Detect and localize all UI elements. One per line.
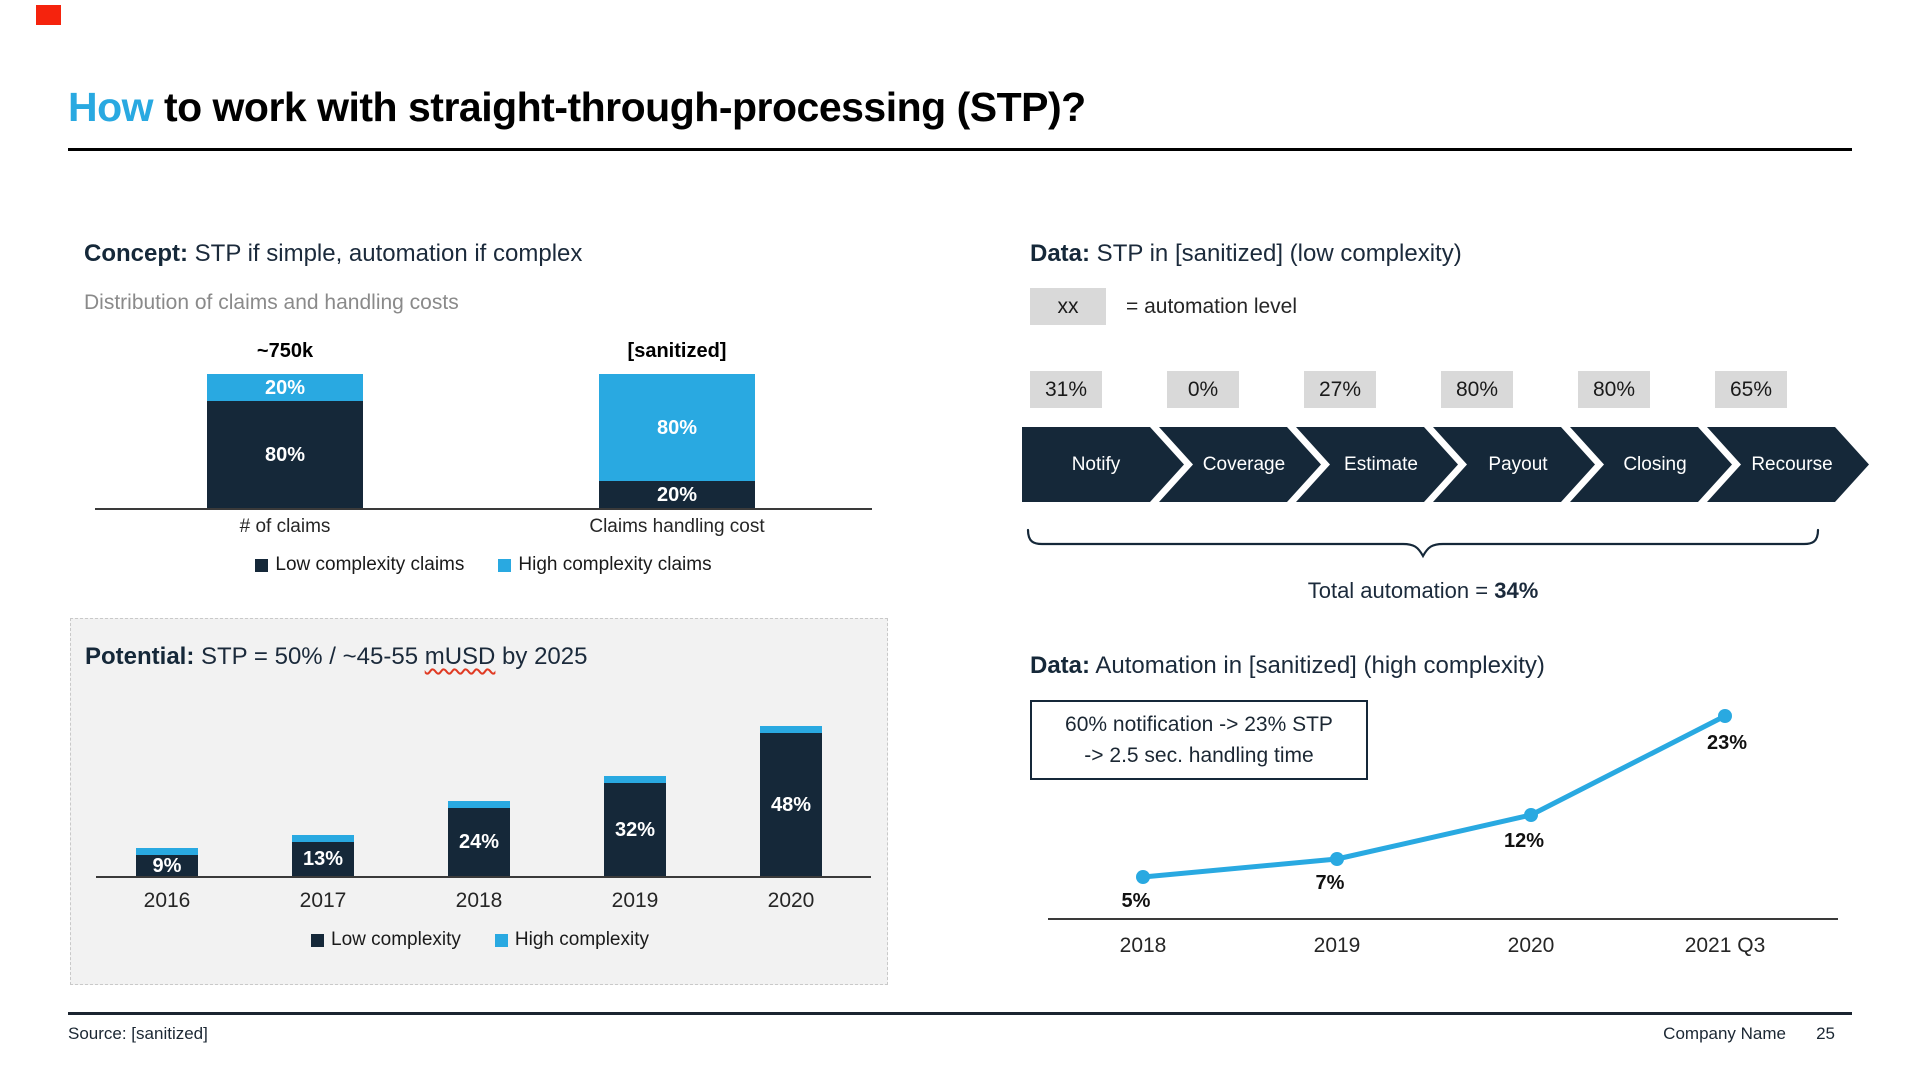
low-complexity-bar: 48% <box>760 733 822 876</box>
legend-item: High complexity <box>494 929 649 951</box>
trend-x-label: 2020 <box>1507 934 1555 957</box>
trend-point-label: 5% <box>1121 890 1151 912</box>
stacked-bar-segment: 80% <box>599 374 755 481</box>
potential-heading-text-end: by 2025 <box>495 643 588 670</box>
trend-point <box>1330 852 1344 866</box>
trend-x-label: 2021 Q3 <box>1684 934 1766 957</box>
claims-chart-legend: Low complexity claims High complexity cla… <box>95 554 872 576</box>
stacked-bar-segment: 80% <box>207 401 363 508</box>
low-complexity-bar: 13% <box>292 842 354 876</box>
page-title: How to work with straight-through-proces… <box>68 84 1086 131</box>
year-label: 2016 <box>143 889 191 912</box>
potential-heading-label: Potential: <box>85 643 195 670</box>
stacked-bar-segment: 20% <box>207 374 363 401</box>
footer-company: Company Name <box>1663 1024 1786 1043</box>
footer-page-number: 25 <box>1816 1024 1835 1043</box>
concept-heading-text: STP if simple, automation if complex <box>188 240 583 267</box>
automation-percent-box: 27% <box>1304 371 1376 408</box>
automation-level-key-text: = automation level <box>1126 295 1298 318</box>
trend-x-axis <box>1048 918 1838 920</box>
page-title-rest: to work with straight-through-processing… <box>153 84 1086 130</box>
automation-level-key-box: xx <box>1030 288 1106 325</box>
total-automation-value: 34% <box>1494 578 1539 603</box>
legend-label: High complexity <box>514 929 649 950</box>
legend-label: Low complexity claims <box>275 554 465 575</box>
legend-swatch <box>498 558 512 572</box>
potential-heading-text: STP = 50% / ~45-55 <box>194 643 425 670</box>
legend-swatch <box>311 933 324 947</box>
automation-percent-box: 80% <box>1441 371 1513 408</box>
high-complexity-cap <box>292 835 354 842</box>
low-complexity-bar: 32% <box>604 783 666 876</box>
footer-rule <box>68 1012 1852 1015</box>
callout-line-2: -> 2.5 sec. handling time <box>1084 744 1314 767</box>
automation-trend-chart <box>1136 709 1732 884</box>
stp-heading: Data: STP in [sanitized] (low complexity… <box>1030 240 1462 268</box>
category-label: Claims handling cost <box>589 516 765 537</box>
automation-callout-box: 60% notification -> 23% STP -> 2.5 sec. … <box>1030 700 1368 780</box>
legend-item: High complexity claims <box>498 554 712 576</box>
automation-heading-label: Data: <box>1030 652 1091 679</box>
concept-heading: Concept: STP if simple, automation if co… <box>84 240 582 268</box>
year-label: 2018 <box>455 889 503 912</box>
low-complexity-bar: 24% <box>448 808 510 876</box>
automation-heading-text: Automation in [sanitized] (high complexi… <box>1090 652 1545 679</box>
stp-process-flow: 31% Notify 0% Coverage 27% Estimate 80% Payout 8… <box>1022 371 1882 502</box>
year-label: 2020 <box>767 889 815 912</box>
total-automation: Total automation = 34% <box>1123 578 1723 604</box>
trend-point <box>1136 870 1150 884</box>
stp-potential-chart: 9% 2016 13% 2017 24% 2018 32% 2019 48% 2020 <box>71 619 889 986</box>
trend-x-label: 2019 <box>1313 934 1361 957</box>
total-automation-prefix: Total automation = <box>1307 578 1495 603</box>
brace-under-process <box>1026 528 1820 559</box>
bar-top-label: ~750k <box>256 340 314 362</box>
stp-heading-text: STP in [sanitized] (low complexity) <box>1090 240 1462 267</box>
trend-point <box>1524 808 1538 822</box>
trend-point-label: 23% <box>1706 732 1748 754</box>
potential-heading: Potential: STP = 50% / ~45-55 mUSD by 20… <box>85 643 587 671</box>
automation-percent-box: 31% <box>1030 371 1102 408</box>
process-step-notify: Notify <box>1022 427 1184 502</box>
page-title-highlight: How <box>68 84 154 130</box>
year-label: 2019 <box>611 889 659 912</box>
legend-label: Low complexity <box>331 929 461 950</box>
claims-chart-subtitle: Distribution of claims and handling cost… <box>84 291 459 314</box>
trend-point <box>1718 709 1732 723</box>
stacked-bar-segment: 20% <box>599 481 755 508</box>
low-complexity-bar: 9% <box>136 855 198 876</box>
concept-heading-label: Concept: <box>84 240 188 267</box>
potential-chart-legend: Low complexity High complexity <box>71 929 889 951</box>
legend-item: Low complexity <box>311 929 461 951</box>
legend-swatch <box>255 558 269 572</box>
stp-heading-label: Data: <box>1030 240 1091 267</box>
high-complexity-cap <box>760 726 822 733</box>
automation-percent-box: 0% <box>1167 371 1239 408</box>
claims-x-axis <box>95 508 872 510</box>
automation-percent-box: 80% <box>1578 371 1650 408</box>
automation-percent-box: 65% <box>1715 371 1787 408</box>
callout-line-1: 60% notification -> 23% STP <box>1065 712 1333 736</box>
footer-source: Source: [sanitized] <box>68 1024 208 1043</box>
category-label: # of claims <box>239 516 331 537</box>
trend-point-label: 12% <box>1503 830 1545 852</box>
title-rule <box>68 148 1852 151</box>
process-step-coverage: Coverage <box>1159 427 1321 502</box>
legend-label: High complexity claims <box>518 554 712 575</box>
recording-marker <box>36 5 61 25</box>
trend-point-label: 7% <box>1315 872 1345 894</box>
legend-item: Low complexity claims <box>255 554 464 576</box>
bar-top-label: [sanitized] <box>627 340 727 362</box>
high-complexity-cap <box>448 801 510 808</box>
potential-panel: Potential: STP = 50% / ~45-55 mUSD by 20… <box>70 618 888 985</box>
high-complexity-cap <box>136 848 198 855</box>
trend-line <box>1142 713 1727 880</box>
year-label: 2017 <box>299 889 347 912</box>
potential-heading-musd: mUSD <box>424 643 496 670</box>
potential-x-axis <box>96 876 871 878</box>
automation-heading: Data: Automation in [sanitized] (high co… <box>1030 652 1545 680</box>
trend-x-label: 2018 <box>1119 934 1167 957</box>
legend-swatch <box>494 933 508 947</box>
high-complexity-cap <box>604 776 666 783</box>
